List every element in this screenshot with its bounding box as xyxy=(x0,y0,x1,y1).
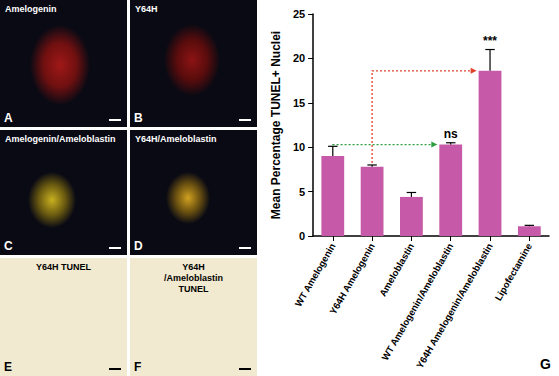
svg-text:Y64H Amelogenin: Y64H Amelogenin xyxy=(327,241,377,316)
svg-text:WT Amelogenin: WT Amelogenin xyxy=(292,241,337,308)
html-text:D: D xyxy=(134,239,143,253)
html-text:Amelogenin/Ameloblastin: Amelogenin/Ameloblastin xyxy=(5,134,116,144)
html-text:Y64H /Ameloblastin TUNEL: Y64H /Ameloblastin TUNEL xyxy=(164,262,223,294)
svg-text:ns: ns xyxy=(444,127,458,141)
html-text:F: F xyxy=(134,360,142,374)
html-text:Y64H TUNEL: Y64H TUNEL xyxy=(36,262,91,272)
html-text:Amelogenin: Amelogenin xyxy=(5,4,57,14)
html-text:B: B xyxy=(134,111,143,125)
html-text:G: G xyxy=(540,356,551,372)
svg-text:Mean Percentage TUNEL+ Nuclei: Mean Percentage TUNEL+ Nuclei xyxy=(269,31,283,219)
svg-text:25: 25 xyxy=(293,8,305,20)
svg-text:0: 0 xyxy=(299,230,305,242)
html-text:E: E xyxy=(4,360,12,374)
svg-text:WT Amelogenin/Ameloblastin: WT Amelogenin/Ameloblastin xyxy=(379,241,455,362)
svg-text:20: 20 xyxy=(293,52,305,64)
html-text:C: C xyxy=(4,239,13,253)
svg-text:Y64H Amelogenin/Ameloblastin: Y64H Amelogenin/Ameloblastin xyxy=(414,241,495,370)
html-text:A: A xyxy=(4,111,13,125)
svg-text:5: 5 xyxy=(299,186,305,198)
svg-text:Ameloblastin: Ameloblastin xyxy=(377,241,416,298)
svg-text:15: 15 xyxy=(293,97,305,109)
html-text:Y64H: Y64H xyxy=(135,4,158,14)
svg-text:Lipofectamine: Lipofectamine xyxy=(492,241,534,302)
svg-text:10: 10 xyxy=(293,141,305,153)
svg-text:***: *** xyxy=(483,34,497,48)
html-text:Y64H/Ameloblastin: Y64H/Ameloblastin xyxy=(135,134,217,144)
